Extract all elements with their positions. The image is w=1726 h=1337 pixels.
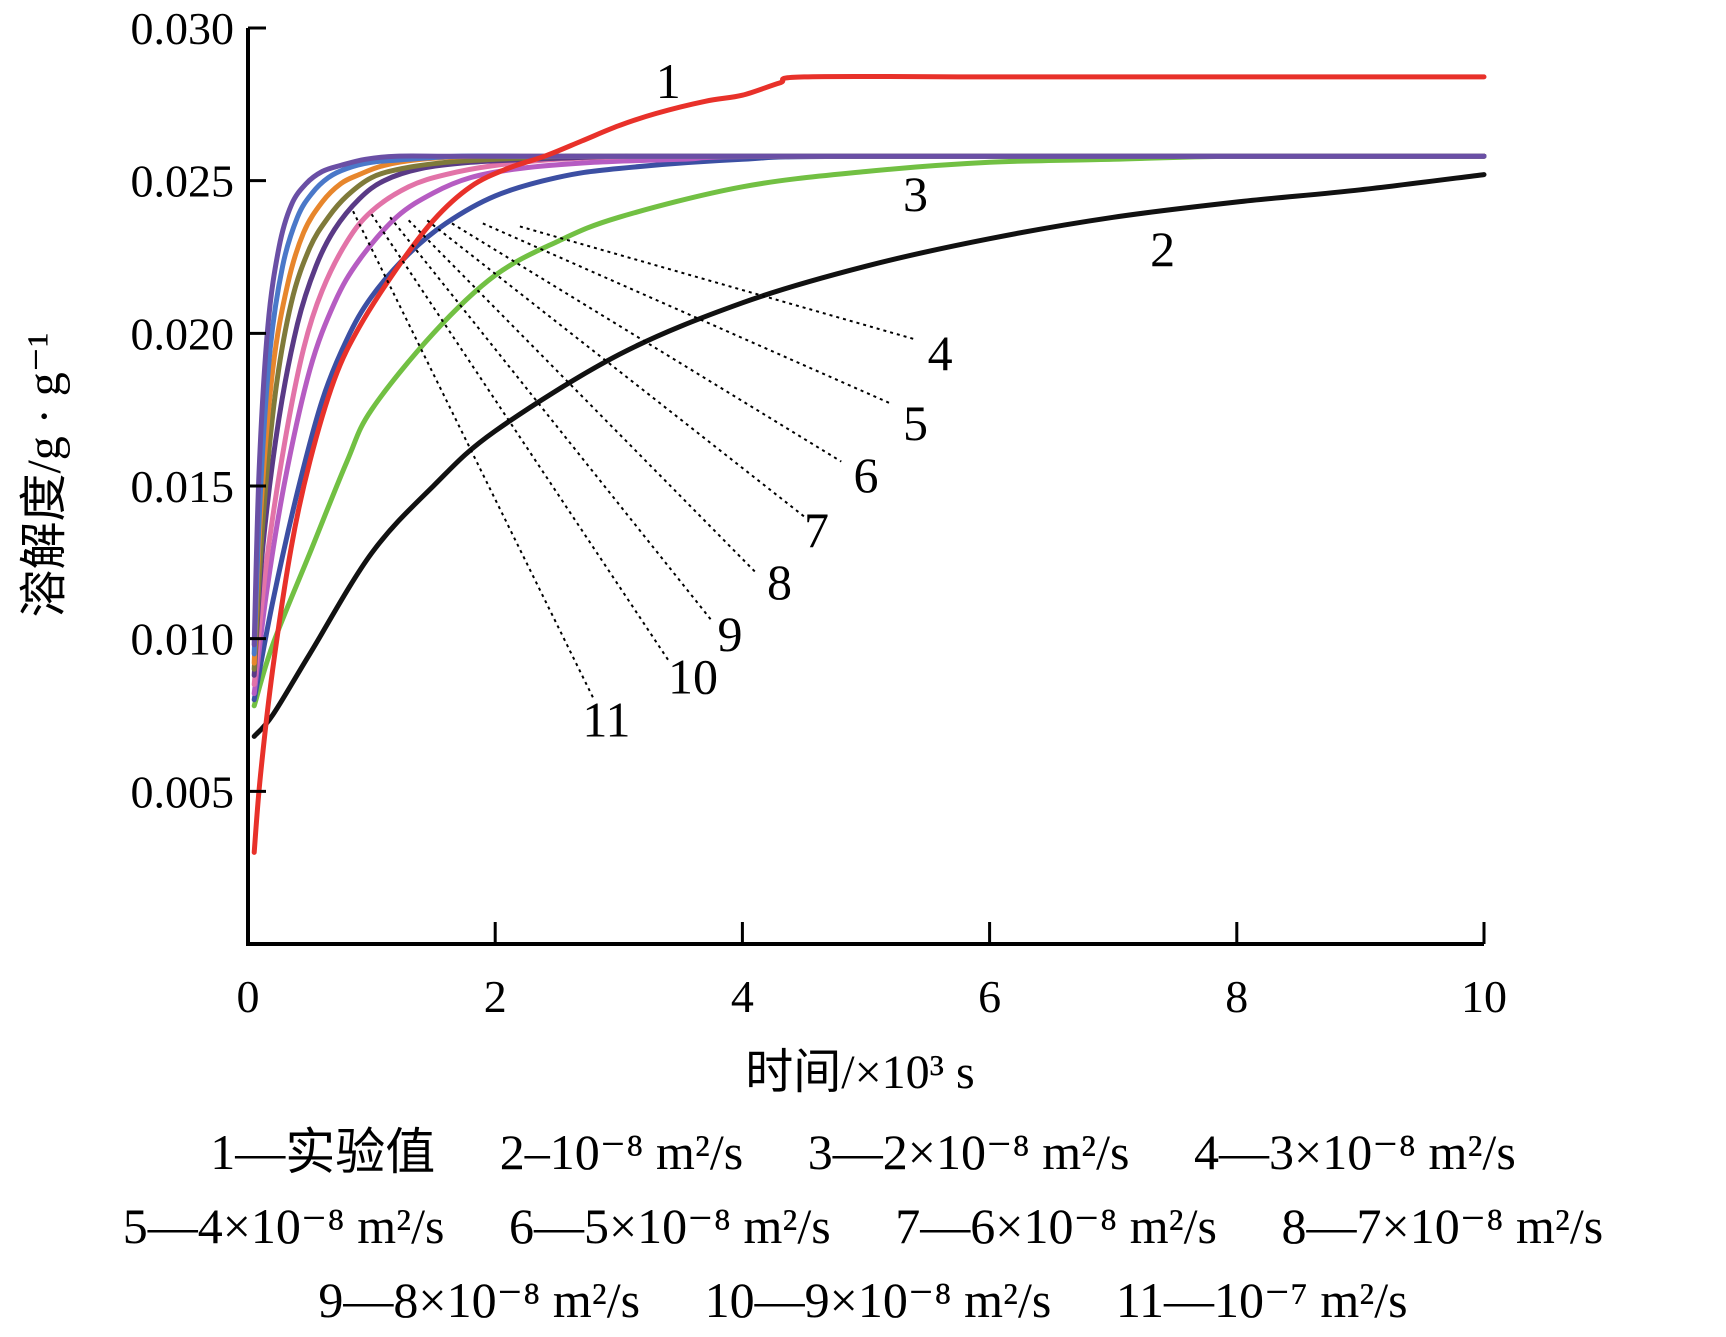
- legend-row-1: 1—实验值 2–10⁻⁸ m²/s 3—2×10⁻⁸ m²/s 4—3×10⁻⁸…: [0, 1115, 1726, 1189]
- x-tick-label: 8: [1225, 971, 1248, 1022]
- legend-item: 6—5×10⁻⁸ m²/s: [508, 1198, 831, 1254]
- series-7-line: [251, 153, 1487, 678]
- series-9-line: [251, 153, 1487, 666]
- series-6-line: [251, 153, 1487, 687]
- leader-line: [407, 219, 756, 573]
- legend-item: 1—实验值: [210, 1124, 436, 1180]
- chart: 0 2 4 6 8 10 0.005 0.010 0.015 0.020 0.025 0.030 1 2…: [18, 3, 1508, 1099]
- leader-line: [426, 219, 805, 518]
- y-tick-label: 0.010: [131, 614, 235, 665]
- y-tick-label: 0.005: [131, 766, 235, 817]
- series-2-line: [251, 172, 1487, 739]
- legend-item: 11—10⁻⁷ m²/s: [1115, 1272, 1408, 1328]
- curve-label-10: 10: [668, 649, 718, 705]
- curve-label-6: 6: [854, 447, 879, 503]
- x-tick-label: 0: [237, 971, 260, 1022]
- legend-item: 8—7×10⁻⁸ m²/s: [1281, 1198, 1604, 1254]
- curve-label-2: 2: [1150, 221, 1175, 277]
- legend-row-2: 5—4×10⁻⁸ m²/s 6—5×10⁻⁸ m²/s 7—6×10⁻⁸ m²/…: [0, 1189, 1726, 1263]
- leader-line: [370, 213, 670, 661]
- y-tick-label: 0.020: [131, 308, 235, 359]
- leader-line: [352, 210, 595, 701]
- legend-item: 2–10⁻⁸ m²/s: [499, 1124, 744, 1180]
- leader-line: [451, 222, 842, 463]
- curve-label-3: 3: [903, 166, 928, 222]
- axes: [246, 26, 1486, 946]
- y-tick-label: 0.025: [131, 156, 235, 207]
- y-tick-label: 0.015: [131, 461, 235, 512]
- series-8-line: [251, 153, 1487, 672]
- series-layer: [251, 73, 1487, 855]
- curve-label-1: 1: [656, 53, 681, 109]
- series-1-line: [251, 73, 1487, 855]
- curve-label-9: 9: [718, 606, 743, 662]
- series-11-line: [251, 153, 1487, 648]
- curve-label-11: 11: [582, 691, 630, 747]
- curve-label-7: 7: [804, 502, 829, 558]
- legend-row-3: 9—8×10⁻⁸ m²/s 10—9×10⁻⁸ m²/s 11—10⁻⁷ m²/…: [0, 1263, 1726, 1337]
- curve-label-8: 8: [767, 554, 792, 610]
- leader-lines: [352, 210, 916, 701]
- legend-item: 10—9×10⁻⁸ m²/s: [704, 1272, 1052, 1328]
- y-tick-label: 0.030: [131, 3, 235, 54]
- curve-label-4: 4: [928, 325, 953, 381]
- series-3-line: [251, 153, 1487, 709]
- series-4-line: [251, 153, 1487, 703]
- legend-item: 7—6×10⁻⁸ m²/s: [895, 1198, 1218, 1254]
- x-tick-label: 4: [731, 971, 754, 1022]
- leader-line: [389, 216, 713, 621]
- x-tick-label: 10: [1461, 971, 1507, 1022]
- x-tick-label: 6: [978, 971, 1001, 1022]
- x-axis-title: 时间/×10³ s: [745, 1046, 974, 1099]
- legend-item: 3—2×10⁻⁸ m²/s: [807, 1124, 1130, 1180]
- leader-line: [519, 225, 916, 341]
- legend: 1—实验值 2–10⁻⁸ m²/s 3—2×10⁻⁸ m²/s 4—3×10⁻⁸…: [0, 1115, 1726, 1337]
- legend-item: 9—8×10⁻⁸ m²/s: [318, 1272, 641, 1328]
- legend-item: 5—4×10⁻⁸ m²/s: [122, 1198, 445, 1254]
- series-5-line: [251, 153, 1487, 697]
- x-tick-label: 2: [484, 971, 507, 1022]
- y-axis-title: 溶解度/g · g⁻¹: [18, 332, 71, 617]
- tick-labels: 0 2 4 6 8 10 0.005 0.010 0.015 0.020 0.025 0.030: [131, 3, 1508, 1022]
- curve-label-5: 5: [903, 395, 928, 451]
- legend-item: 4—3×10⁻⁸ m²/s: [1194, 1124, 1516, 1180]
- leader-line: [482, 222, 892, 405]
